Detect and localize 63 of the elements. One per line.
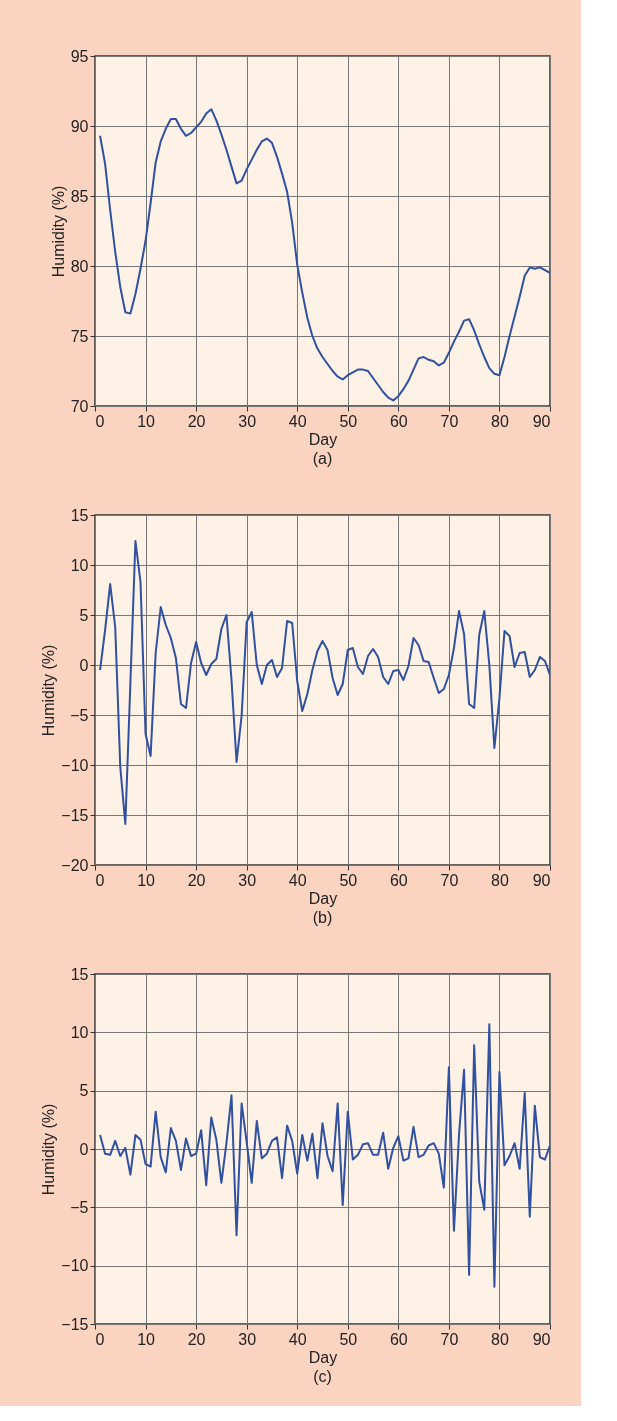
y-tick-label: 10 bbox=[70, 556, 89, 574]
y-tick-label: 5 bbox=[79, 606, 89, 624]
y-tick-label: 95 bbox=[70, 47, 89, 65]
text: (b) bbox=[312, 909, 333, 926]
x-tick-label: 60 bbox=[389, 871, 408, 889]
x-tick-label: 70 bbox=[440, 1330, 459, 1348]
x-tick-label: 10 bbox=[137, 871, 156, 889]
x-tick-label: 10 bbox=[137, 1330, 156, 1348]
x-tick-label: 50 bbox=[339, 1330, 358, 1348]
x-axis-title: Day bbox=[308, 1348, 338, 1366]
y-tick-label: −5 bbox=[70, 706, 89, 724]
y-tick-label: 75 bbox=[70, 327, 89, 345]
x-tick-label: 90 bbox=[532, 1330, 551, 1348]
x-tick-label: 80 bbox=[491, 412, 509, 430]
y-axis-title: Humidity (%) bbox=[40, 644, 58, 737]
x-tick-label: 50 bbox=[339, 871, 358, 889]
y-tick-label: 15 bbox=[70, 965, 89, 983]
x-tick-label: 0 bbox=[95, 871, 105, 889]
y-axis-title: Humidity (%) bbox=[49, 185, 67, 278]
y-tick-label: 85 bbox=[70, 187, 89, 205]
text: (c) bbox=[313, 1368, 332, 1385]
x-tick-label: 20 bbox=[187, 871, 206, 889]
x-tick-label: 40 bbox=[288, 871, 307, 889]
x-tick-label: 70 bbox=[440, 412, 459, 430]
y-tick-label: 90 bbox=[70, 117, 89, 135]
x-tick-label: 30 bbox=[238, 1330, 257, 1348]
text: (a) bbox=[312, 450, 333, 467]
y-tick-label: 5 bbox=[79, 1082, 89, 1100]
x-tick-label: 10 bbox=[137, 412, 156, 430]
x-tick-label: 80 bbox=[491, 871, 509, 889]
y-tick-label: −15 bbox=[61, 1315, 89, 1333]
y-tick-label: 80 bbox=[70, 257, 89, 275]
x-tick-label: 20 bbox=[187, 412, 206, 430]
x-tick-label: 0 bbox=[95, 412, 105, 430]
x-axis-title: Day bbox=[308, 889, 338, 907]
y-tick-label: −5 bbox=[70, 1198, 89, 1216]
y-tick-label: 0 bbox=[79, 656, 89, 674]
line-series bbox=[99, 540, 550, 825]
y-tick-label: 10 bbox=[70, 1023, 89, 1041]
y-axis-title: Humidity (%) bbox=[40, 1103, 58, 1196]
x-tick-label: 30 bbox=[238, 871, 257, 889]
y-tick-label: −10 bbox=[61, 1257, 89, 1275]
x-tick-label: 20 bbox=[187, 1330, 206, 1348]
y-tick-label: 15 bbox=[70, 506, 89, 524]
y-tick-label: 0 bbox=[79, 1140, 89, 1158]
x-tick-label: 40 bbox=[288, 1330, 307, 1348]
line-series bbox=[99, 108, 550, 402]
x-tick-label: 0 bbox=[95, 1330, 105, 1348]
y-tick-label: −15 bbox=[61, 806, 89, 824]
x-tick-label: 30 bbox=[238, 412, 257, 430]
x-tick-label: 50 bbox=[339, 412, 358, 430]
x-tick-label: 90 bbox=[532, 412, 551, 430]
x-tick-label: 90 bbox=[532, 871, 551, 889]
x-tick-label: 40 bbox=[288, 412, 307, 430]
x-tick-label: 70 bbox=[440, 871, 459, 889]
y-tick-label: −10 bbox=[61, 756, 89, 774]
y-tick-label: 70 bbox=[70, 397, 89, 415]
x-tick-label: 60 bbox=[389, 1330, 408, 1348]
x-axis-title: Day bbox=[308, 430, 338, 448]
x-tick-label: 80 bbox=[491, 1330, 509, 1348]
x-tick-label: 60 bbox=[389, 412, 408, 430]
line-series bbox=[99, 1023, 550, 1288]
y-tick-label: −20 bbox=[61, 856, 89, 874]
